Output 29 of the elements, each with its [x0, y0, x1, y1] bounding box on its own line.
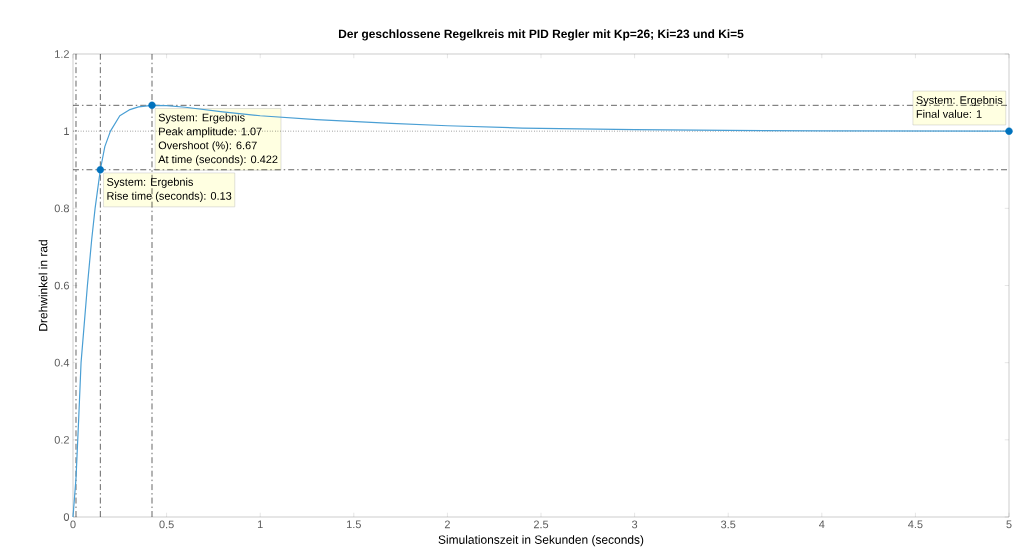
annotation: Overshoot (%): 6.67: [158, 141, 257, 152]
y-axis-title: Drehwinkel in rad: [38, 240, 48, 331]
x-tick-label: 1.5: [347, 520, 361, 529]
x-tick-label: 1: [257, 520, 263, 529]
x-axis-title: Simulationszeit in Sekunden (seconds): [438, 535, 644, 547]
y-tick-label: 0.8: [54, 204, 69, 213]
annotation: Peak amplitude: 1.07: [159, 127, 262, 138]
x-tick-label: 2.5: [533, 520, 549, 529]
x-tick-label: 5: [1006, 520, 1012, 529]
x-tick-label: 2: [444, 520, 450, 529]
y-tick-label: 0.2: [54, 435, 69, 444]
y-tick-label: 0.4: [54, 358, 70, 367]
annotation: System: Ergebnis: [916, 95, 1003, 107]
annotation: At time (seconds): 0.422: [158, 155, 278, 166]
x-tick-label: 0: [70, 520, 76, 529]
y-tick-label: 0.6: [54, 281, 69, 290]
chart-title: Der geschlossene Regelkreis mit PID Regler mit Kp=26; Ki=23 und Ki=5: [338, 29, 744, 41]
x-tick-label: 0.5: [159, 520, 174, 529]
y-tick-label: 1.2: [55, 50, 69, 58]
x-tick-label: 3.5: [721, 520, 736, 529]
y-tick-label: 1: [64, 127, 69, 135]
annotation: System: Ergebnis: [158, 113, 245, 124]
annotation: System: Ergebnis: [107, 177, 194, 188]
annotation: Final value: 1: [916, 109, 982, 118]
x-tick-label: 4: [819, 520, 825, 529]
y-tick-label: 0: [63, 513, 70, 521]
x-tick-label: 4.5: [908, 520, 923, 529]
x-tick-label: 3: [631, 520, 638, 529]
annotation: Rise time (seconds): 0.13: [107, 191, 232, 202]
